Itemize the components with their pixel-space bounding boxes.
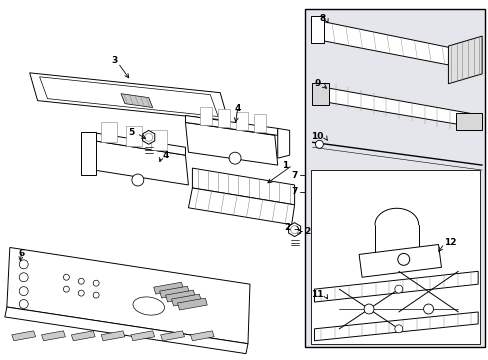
Polygon shape xyxy=(311,19,478,71)
Circle shape xyxy=(78,290,84,296)
Circle shape xyxy=(132,174,143,186)
Text: 8: 8 xyxy=(319,14,325,23)
Polygon shape xyxy=(171,294,201,306)
Polygon shape xyxy=(161,331,184,341)
Polygon shape xyxy=(30,73,228,121)
Circle shape xyxy=(315,140,323,148)
Polygon shape xyxy=(40,77,218,117)
Ellipse shape xyxy=(133,297,164,315)
Text: 7: 7 xyxy=(291,171,297,180)
Polygon shape xyxy=(190,331,214,341)
Bar xyxy=(126,126,142,146)
Text: 10: 10 xyxy=(310,132,323,141)
Polygon shape xyxy=(165,290,195,302)
Circle shape xyxy=(394,285,402,293)
Bar xyxy=(236,112,247,130)
Text: 6: 6 xyxy=(19,249,25,258)
Circle shape xyxy=(394,325,402,333)
Polygon shape xyxy=(188,188,294,225)
Text: 11: 11 xyxy=(310,289,323,298)
Circle shape xyxy=(63,286,69,292)
Polygon shape xyxy=(192,168,294,205)
Bar xyxy=(150,130,166,150)
Polygon shape xyxy=(314,271,477,302)
Polygon shape xyxy=(101,331,124,341)
Circle shape xyxy=(423,304,433,314)
Bar xyxy=(304,9,484,347)
Text: 3: 3 xyxy=(111,57,117,66)
Circle shape xyxy=(93,280,99,286)
Bar xyxy=(200,107,212,125)
Text: 5: 5 xyxy=(127,128,134,137)
Circle shape xyxy=(19,260,28,269)
Polygon shape xyxy=(314,312,477,341)
Polygon shape xyxy=(91,140,188,185)
Polygon shape xyxy=(358,244,441,277)
Polygon shape xyxy=(91,132,185,155)
Bar xyxy=(101,122,117,142)
Circle shape xyxy=(144,133,152,141)
Polygon shape xyxy=(447,36,481,84)
Polygon shape xyxy=(315,86,481,129)
Bar xyxy=(218,109,230,127)
Circle shape xyxy=(19,300,28,309)
Polygon shape xyxy=(5,307,247,354)
Circle shape xyxy=(19,273,28,282)
Circle shape xyxy=(364,304,373,314)
Polygon shape xyxy=(81,132,96,175)
Text: 9: 9 xyxy=(314,79,320,88)
Circle shape xyxy=(63,274,69,280)
Polygon shape xyxy=(7,247,249,344)
Polygon shape xyxy=(185,122,277,165)
Polygon shape xyxy=(455,113,481,130)
Polygon shape xyxy=(177,298,207,310)
Polygon shape xyxy=(153,282,183,294)
Polygon shape xyxy=(311,16,324,43)
Polygon shape xyxy=(277,129,289,158)
Circle shape xyxy=(229,152,241,164)
Polygon shape xyxy=(41,331,65,341)
Polygon shape xyxy=(288,223,300,237)
Circle shape xyxy=(290,226,298,234)
Text: 7: 7 xyxy=(291,188,297,197)
Polygon shape xyxy=(71,331,95,341)
Text: 4: 4 xyxy=(234,104,241,113)
Polygon shape xyxy=(160,286,189,298)
Text: 2: 2 xyxy=(304,227,310,236)
Polygon shape xyxy=(312,83,328,105)
Text: 12: 12 xyxy=(443,238,456,247)
Polygon shape xyxy=(12,331,36,341)
Polygon shape xyxy=(185,116,277,135)
Polygon shape xyxy=(142,130,154,144)
Circle shape xyxy=(78,278,84,284)
Text: 4: 4 xyxy=(162,151,168,160)
Circle shape xyxy=(19,287,28,296)
Circle shape xyxy=(93,292,99,298)
Circle shape xyxy=(397,253,409,265)
Text: 1: 1 xyxy=(281,161,287,170)
Text: 2: 2 xyxy=(284,223,290,232)
Bar xyxy=(311,170,479,344)
Bar xyxy=(253,114,265,132)
Polygon shape xyxy=(131,331,154,341)
Polygon shape xyxy=(121,94,152,108)
